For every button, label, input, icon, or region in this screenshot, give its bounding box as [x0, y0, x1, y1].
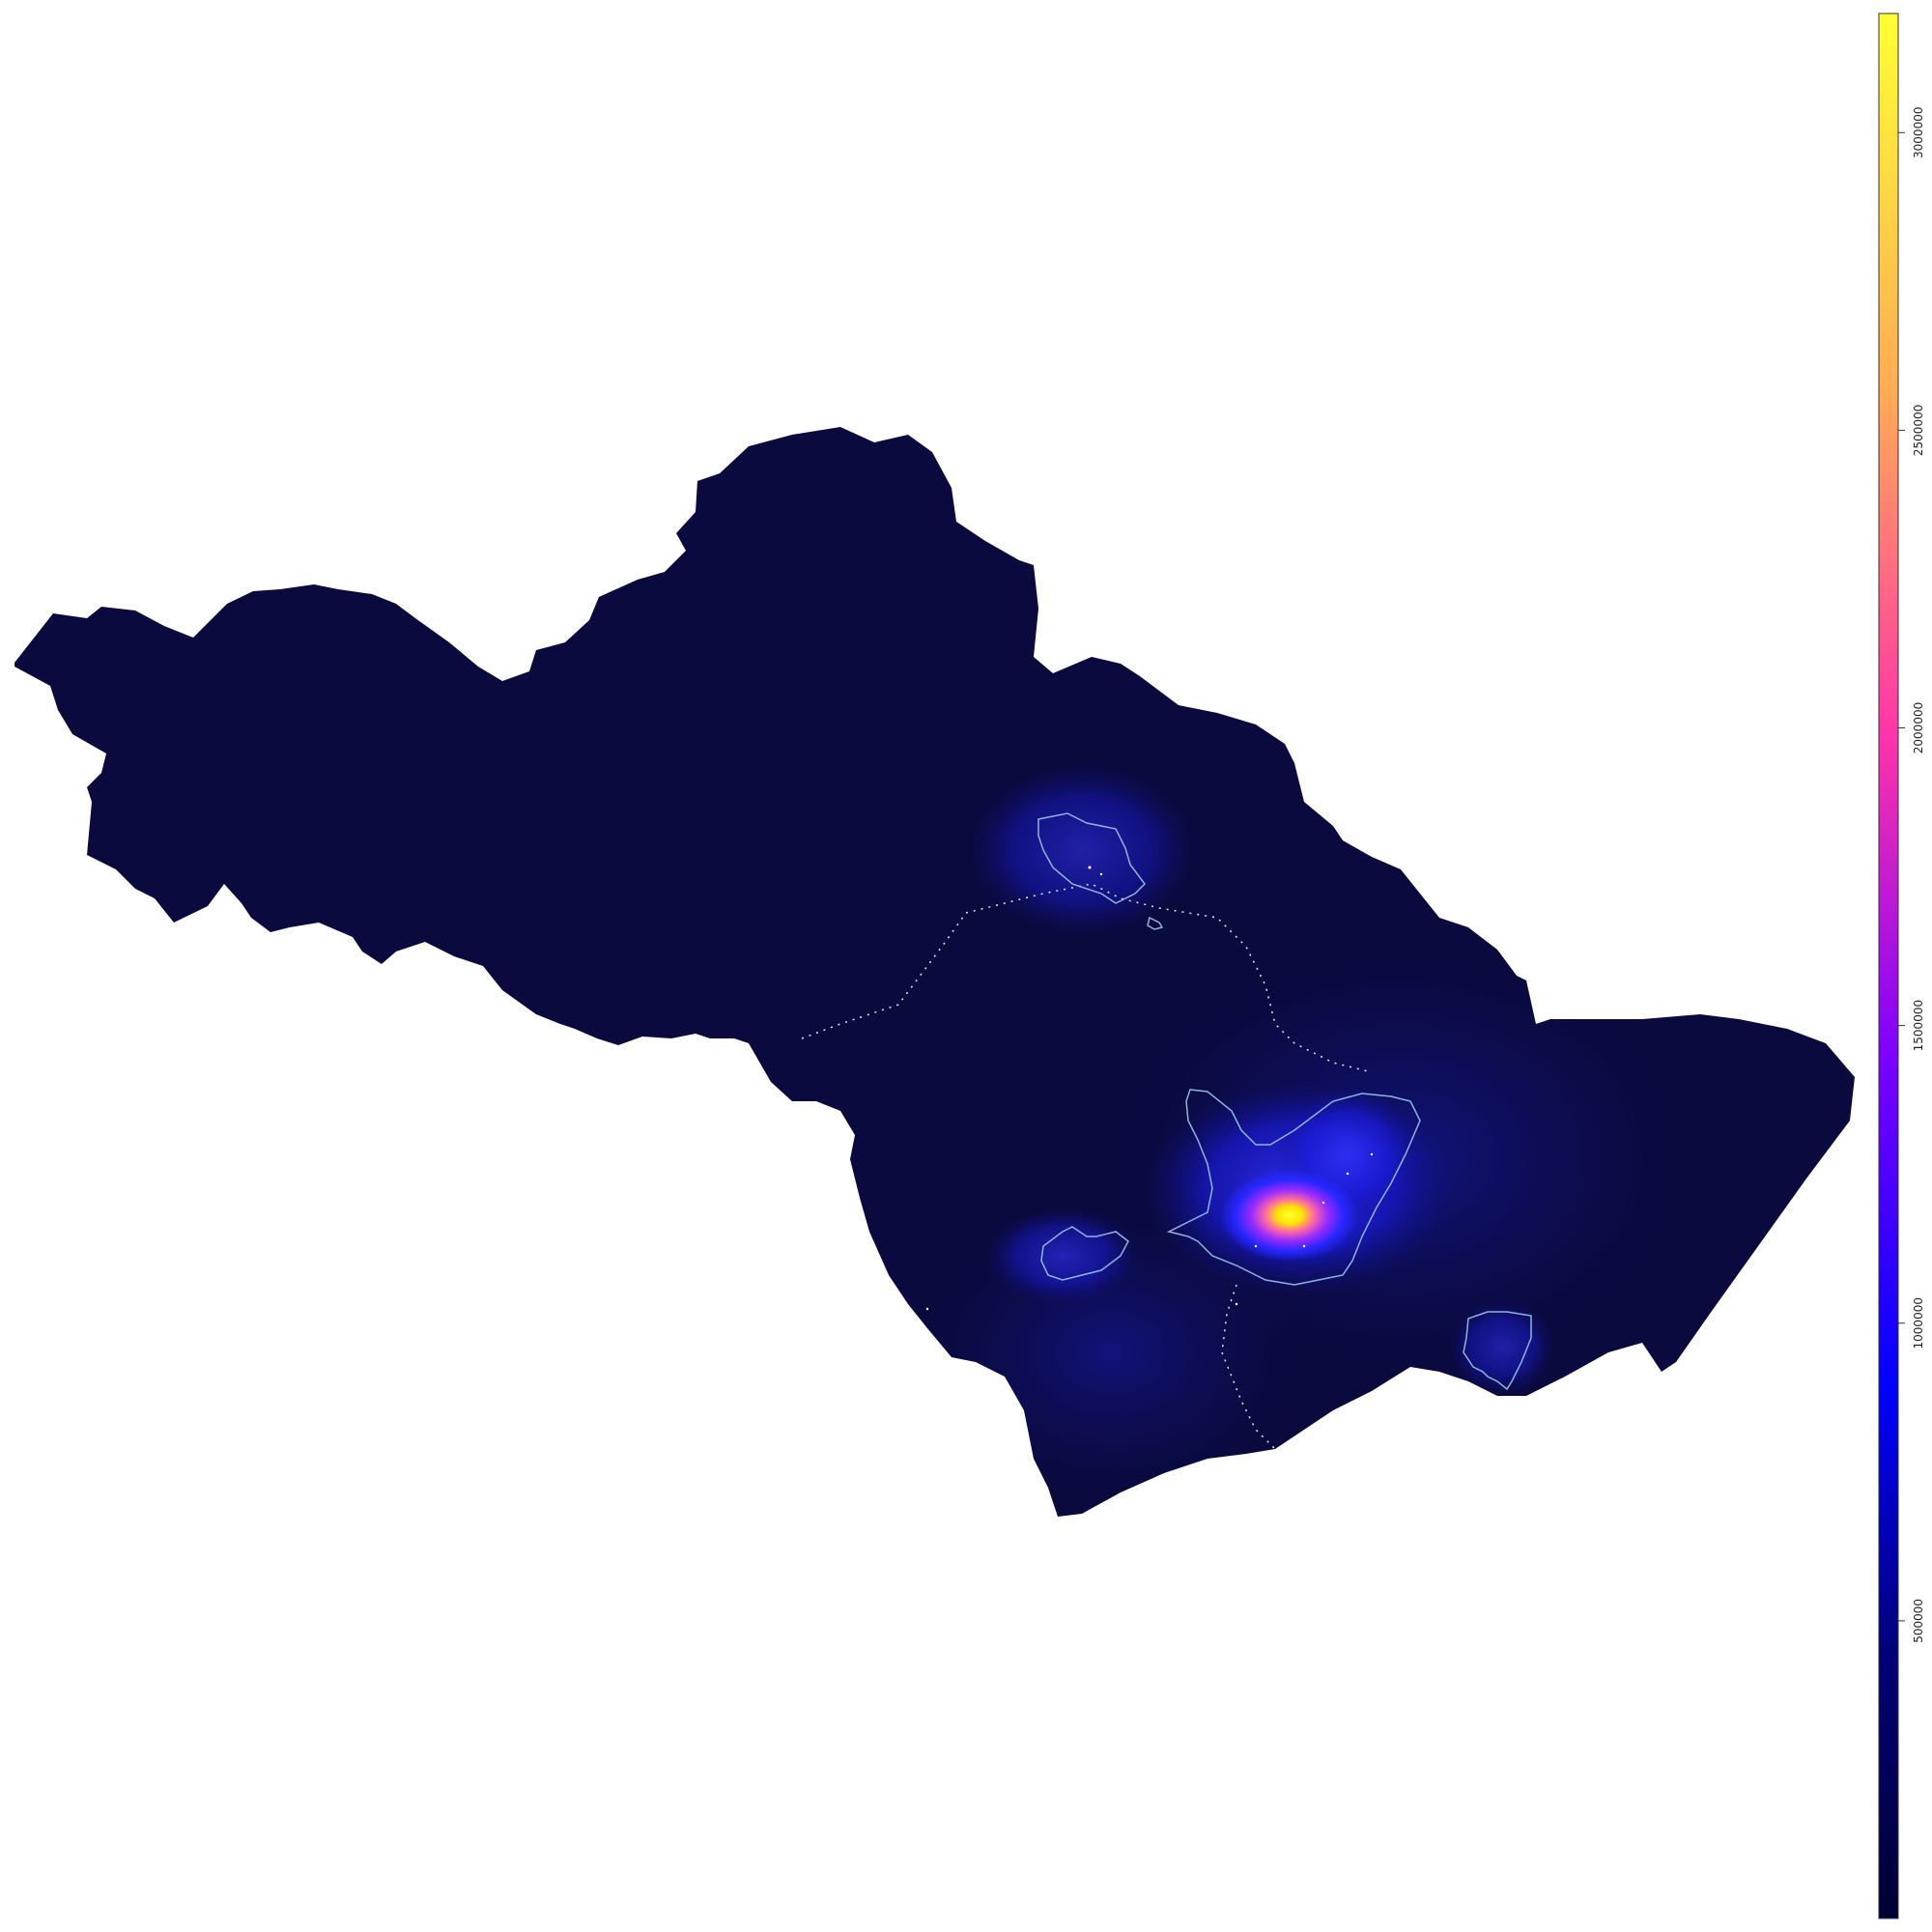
legend-tick-label: 2500000: [1912, 405, 1925, 456]
density-glow-north: [966, 763, 1198, 937]
contour-west: [1040, 1226, 1129, 1281]
contour-north: [1037, 812, 1146, 904]
point-mark: [1370, 1152, 1374, 1156]
point-mark: [1088, 866, 1092, 869]
legend-tick-label: 3000000: [1912, 107, 1925, 158]
point-mark: [1235, 1302, 1238, 1306]
legend-tick-label: 2000000: [1912, 702, 1925, 753]
point-mark: [1099, 872, 1103, 876]
point-mark: [1254, 1244, 1258, 1248]
legend-ticks: 500000 1000000 1500000 2000000 2500000 300000…: [1898, 107, 1925, 1643]
point-marks: [925, 866, 1374, 1311]
point-mark: [1346, 1172, 1350, 1176]
legend-tick-label: 500000: [1912, 1599, 1925, 1643]
contour-southeast: [1463, 1311, 1532, 1391]
density-field: [918, 763, 1690, 1497]
point-mark: [1302, 1244, 1306, 1248]
point-mark: [925, 1307, 929, 1311]
contour-north-small: [1147, 916, 1164, 930]
internal-boundaries: [801, 883, 1373, 1450]
contours: [1037, 812, 1532, 1391]
density-glow-se: [1449, 1299, 1555, 1396]
density-hotspot: [1220, 1169, 1359, 1262]
boundary-line-1: [801, 883, 1373, 1073]
region-outline: [14, 427, 1855, 1517]
color-legend: 500000 1000000 1500000 2000000 2500000 300000…: [1878, 13, 1925, 1919]
legend-tick-label: 1500000: [1912, 1000, 1925, 1051]
contour-main: [1166, 1089, 1421, 1286]
legend-colorbar: [1878, 13, 1899, 1919]
region-shape: [14, 427, 1855, 1517]
density-glow-west: [985, 1208, 1140, 1304]
legend-tick-label: 1000000: [1912, 1297, 1925, 1349]
point-mark: [1321, 1201, 1325, 1205]
